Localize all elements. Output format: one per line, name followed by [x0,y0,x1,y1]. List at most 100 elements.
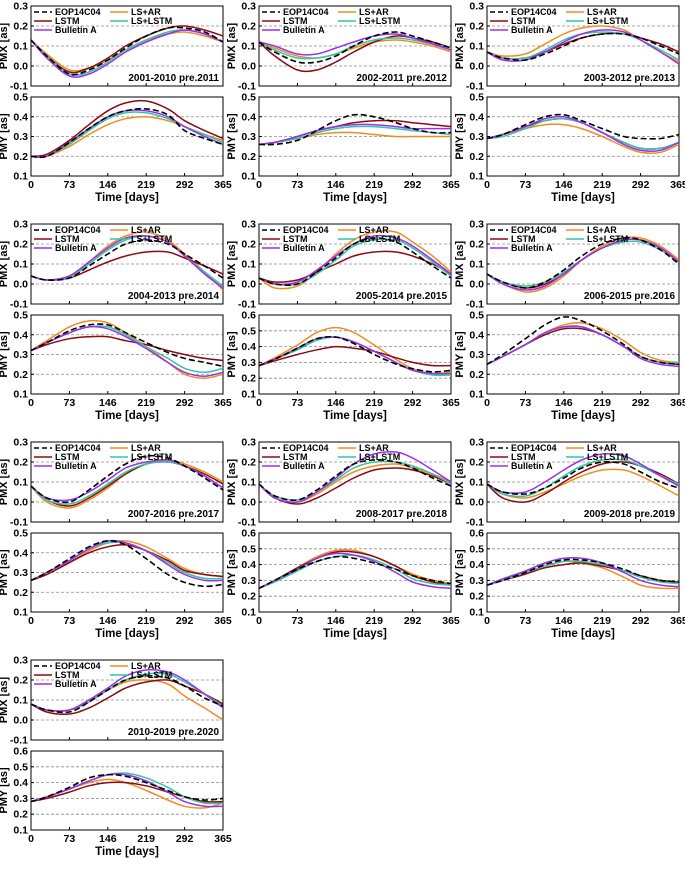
pmy-line-bulletin-a [31,773,223,808]
pmx-line-bulletin-a [31,29,223,78]
axes-frame [258,532,452,613]
y-tick-label: 0.4 [469,329,484,341]
legend-label: LSTM [511,16,536,26]
x-tick-label: 219 [365,397,383,409]
y-tick-label: -0.1 [466,299,484,311]
x-tick-label: 73 [520,179,532,191]
pmy-line-ls-ar [259,326,451,375]
pmy-line-bulletin-a [487,115,679,152]
x-tick-label: 219 [365,615,383,627]
legend-label: LSTM [55,452,80,462]
y-tick-label: 0.3 [13,567,28,579]
pmy-line-bulletin-a [31,109,223,159]
y-tick-label: 0.1 [469,607,484,619]
y-tick-label: 0.5 [13,528,28,540]
x-tick-label: 292 [176,397,194,409]
legend-label: Bulletin A [283,25,325,35]
legend-label: LS+AR [587,225,617,235]
pmy-line-ls-ar [487,123,679,154]
legend-label: Bulletin A [55,25,97,35]
legend-label: EOP14C04 [55,225,101,235]
legend-label: LSTM [55,234,80,244]
legend-label: LS+AR [131,661,161,671]
y-tick-label: 0.1 [241,607,256,619]
x-axis-label: Time [days] [551,192,615,204]
pmy-line-eop14c04 [487,113,679,140]
y-tick-label: 0.2 [469,369,484,381]
y-tick-label: 0.2 [13,587,28,599]
x-tick-label: 146 [99,615,117,627]
x-tick-label: 292 [632,179,650,191]
legend-label: LS+AR [131,443,161,453]
legend-label: Bulletin A [55,243,97,253]
y-tick-label: 0.6 [13,746,28,758]
x-tick-label: 146 [555,615,573,627]
x-tick-label: 0 [484,397,490,409]
pmy-ylabel: PMY [as] [0,113,10,160]
legend-label: EOP14C04 [55,443,101,453]
pmy-line-ls-lstm [487,560,679,586]
x-axis-label: Time [days] [323,628,387,640]
y-tick-label: 0.3 [241,131,256,143]
x-tick-label: 365 [670,615,685,627]
y-tick-label: 0.3 [13,349,28,361]
y-tick-label: 0.5 [469,543,484,555]
pmx-series-group [487,25,679,65]
y-tick-label: 0.1 [469,171,484,183]
y-tick-label: 0.3 [13,437,28,449]
pmy-ylabel: PMY [as] [226,549,238,596]
legend-label: LS+LSTM [131,16,172,26]
legend-label: Bulletin A [55,679,97,689]
panel-title: 2008-2017 pre.2018 [356,509,448,520]
y-tick-label: 0.5 [469,92,484,104]
pmy-series-group [259,113,451,146]
panel-title: 2004-2013 pre.2014 [128,291,220,302]
legend-label: Bulletin A [511,243,553,253]
axes-frame [258,314,452,395]
legend: EOP14C04 LS+AR LSTM LS+LSTM Bulletin A [34,661,172,689]
pmx-ylabel: PMX [as] [0,676,10,723]
y-tick-label: -0.1 [238,299,256,311]
y-tick-label: 0.5 [13,761,28,773]
pmy-line-bulletin-a [31,325,223,377]
legend-label: LSTM [283,452,308,462]
x-tick-label: 146 [555,397,573,409]
y-tick-label: 0.1 [13,695,28,707]
x-tick-label: 73 [64,615,76,627]
pmx-line-lstm [259,250,451,283]
x-axis-label: Time [days] [323,192,387,204]
pmx-series-group [31,454,223,509]
y-tick-label: -0.1 [10,735,28,747]
pmy-series-group [487,113,679,154]
legend-label: LSTM [55,16,80,26]
y-tick-label: 0.0 [469,279,484,291]
pmx-ylabel: PMX [as] [454,22,466,69]
legend: EOP14C04 LS+AR LSTM LS+LSTM Bulletin A [34,7,172,35]
x-tick-label: 219 [137,615,155,627]
x-tick-label: 292 [176,179,194,191]
y-tick-label: 0.2 [13,239,28,251]
x-tick-label: 219 [365,179,383,191]
y-tick-label: 0.2 [241,457,256,469]
x-axis-label: Time [days] [95,628,159,640]
y-tick-label: 0.1 [469,477,484,489]
pmx-series-group [487,236,679,293]
x-tick-label: 365 [214,615,232,627]
x-tick-label: 365 [442,397,460,409]
y-tick-label: 0.4 [241,559,256,571]
y-tick-label: 0.1 [241,259,256,271]
y-tick-label: 0.2 [13,21,28,33]
pmy-series-group [487,316,679,368]
